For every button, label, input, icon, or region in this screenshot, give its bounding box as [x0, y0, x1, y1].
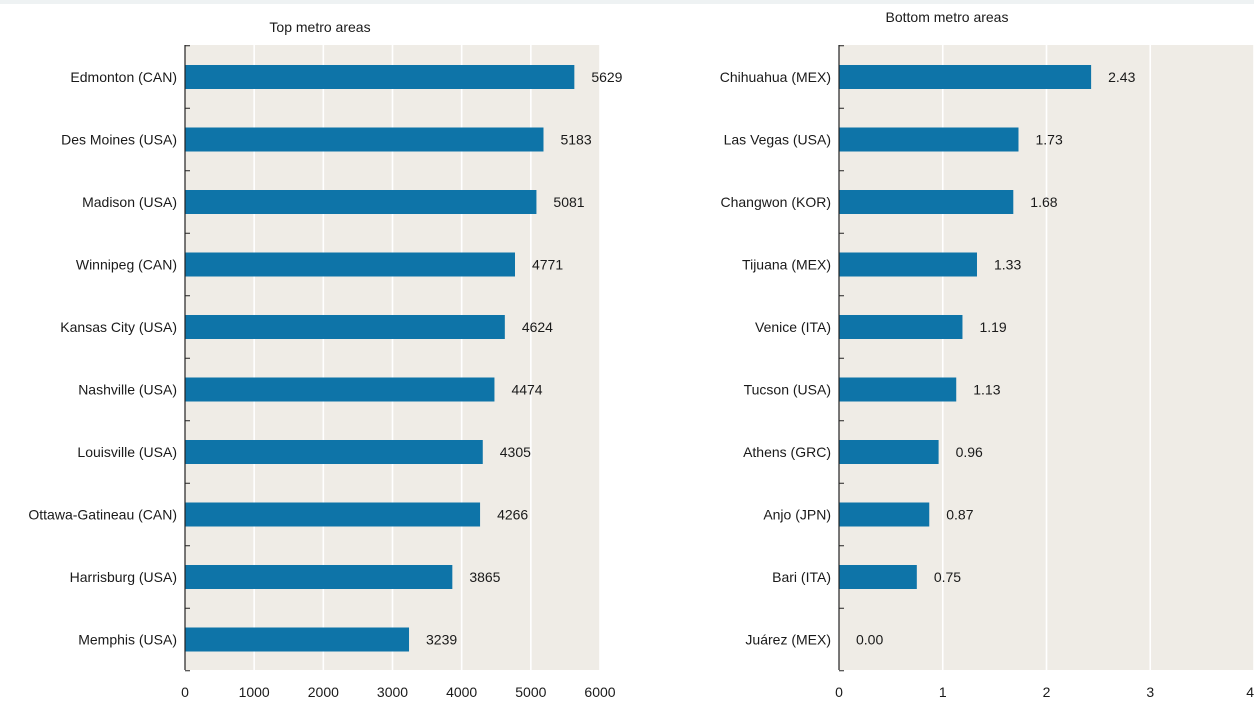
bar	[839, 377, 957, 402]
category-label: Chihuahua (MEX)	[720, 69, 831, 85]
data-label: 1.73	[1035, 132, 1062, 148]
category-label: Louisville (USA)	[77, 444, 177, 460]
data-label: 5629	[591, 69, 622, 85]
x-tick-label: 1000	[239, 684, 270, 700]
category-label: Nashville (USA)	[78, 382, 177, 398]
chart-title: Bottom metro areas	[886, 9, 1009, 25]
data-label: 1.33	[994, 257, 1021, 273]
bar	[185, 127, 544, 152]
data-label: 4474	[511, 382, 542, 398]
data-label: 0.96	[956, 444, 983, 460]
data-label: 5183	[560, 132, 591, 148]
data-label: 4624	[522, 319, 553, 335]
bar	[839, 502, 930, 527]
bar	[185, 252, 515, 277]
bar	[839, 127, 1019, 152]
data-label: 1.68	[1030, 194, 1057, 210]
category-label: Tijuana (MEX)	[742, 257, 831, 273]
data-label: 0.00	[856, 632, 883, 648]
x-tick-label: 2000	[308, 684, 339, 700]
category-label: Harrisburg (USA)	[70, 569, 177, 585]
category-label: Memphis (USA)	[78, 632, 177, 648]
x-tick-label: 0	[181, 684, 189, 700]
bar	[839, 565, 917, 589]
data-label: 0.75	[934, 569, 961, 585]
category-label: Las Vegas (USA)	[724, 132, 831, 148]
bar	[839, 190, 1014, 214]
top-band	[0, 0, 1254, 4]
category-label: Ottawa-Gatineau (CAN)	[28, 507, 177, 523]
category-label: Kansas City (USA)	[60, 319, 177, 335]
data-label: 5081	[553, 194, 584, 210]
x-tick-label: 4	[1246, 684, 1254, 700]
bar	[185, 440, 483, 464]
category-label: Juárez (MEX)	[745, 632, 831, 648]
bar	[839, 252, 977, 277]
bar	[185, 627, 410, 652]
bar	[839, 315, 963, 339]
data-label: 3239	[426, 632, 457, 648]
x-tick-label: 3	[1146, 684, 1154, 700]
category-label: Edmonton (CAN)	[70, 69, 177, 85]
data-label: 0.87	[946, 507, 973, 523]
x-tick-label: 0	[835, 684, 843, 700]
category-label: Venice (ITA)	[755, 319, 831, 335]
x-tick-label: 3000	[377, 684, 408, 700]
bar	[839, 440, 939, 464]
category-label: Winnipeg (CAN)	[76, 257, 177, 273]
data-label: 4266	[497, 507, 528, 523]
x-tick-label: 1	[939, 684, 947, 700]
data-label: 1.19	[979, 319, 1006, 335]
chart-title: Top metro areas	[269, 19, 370, 35]
category-label: Athens (GRC)	[743, 444, 831, 460]
top-metro-areas-chart: Top metro areas 5629 Edmonton (CAN) 5183 De…	[28, 19, 622, 700]
category-label: Changwon (KOR)	[721, 194, 832, 210]
bar	[839, 65, 1092, 89]
category-label: Des Moines (USA)	[61, 132, 177, 148]
x-tick-label: 5000	[515, 684, 546, 700]
bar	[185, 65, 575, 89]
data-label: 4771	[532, 257, 563, 273]
category-label: Tucson (USA)	[744, 382, 831, 398]
bar	[185, 315, 505, 339]
data-label: 4305	[500, 444, 531, 460]
bar	[185, 377, 495, 402]
bar	[185, 190, 537, 214]
data-label: 3865	[469, 569, 500, 585]
bar	[185, 502, 481, 527]
x-tick-label: 2	[1043, 684, 1051, 700]
x-tick-label: 6000	[584, 684, 615, 700]
category-label: Bari (ITA)	[772, 569, 831, 585]
data-label: 2.43	[1108, 69, 1135, 85]
data-label: 1.13	[973, 382, 1000, 398]
bottom-metro-areas-chart: Bottom metro areas 2.43 Chihuahua (MEX) 1.…	[720, 9, 1254, 700]
category-label: Madison (USA)	[82, 194, 177, 210]
bar	[185, 565, 453, 589]
x-tick-label: 4000	[446, 684, 477, 700]
category-label: Anjo (JPN)	[763, 507, 831, 523]
